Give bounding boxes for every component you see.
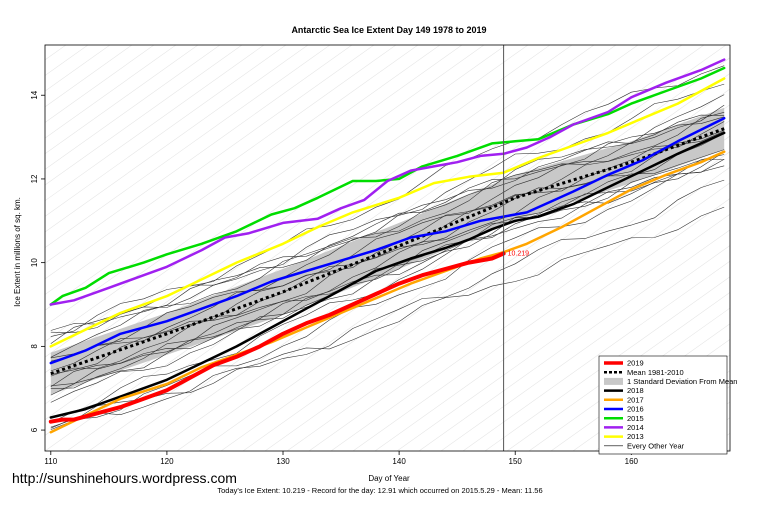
- grid-line: [0, 0, 263, 451]
- summary-text: Today's Ice Extent: 10.219 - Record for …: [217, 486, 543, 495]
- grid-line: [45, 45, 419, 311]
- y-tick-label: 6: [30, 427, 39, 432]
- chart-title: Antarctic Sea Ice Extent Day 149 1978 to…: [291, 25, 486, 35]
- grid-line: [572, 338, 730, 451]
- grid-line: [550, 323, 730, 451]
- grid-line: [506, 292, 730, 451]
- grid-line: [462, 260, 730, 451]
- other-year-line: [50, 159, 725, 389]
- legend-label: 2013: [627, 432, 644, 441]
- series-2017: [49, 150, 726, 434]
- x-tick-label: 120: [160, 457, 174, 466]
- plot-area: 10.219 110 120 130 140 150 160 6 8 10 12 14 2019Mean…: [0, 0, 760, 466]
- other-year-line: [50, 94, 725, 331]
- other-year-line: [50, 133, 725, 388]
- other-year-line: [50, 130, 725, 375]
- series-2019: [48, 251, 506, 424]
- legend-label: 2019: [627, 359, 644, 368]
- series-2015: [49, 66, 726, 306]
- x-tick-label: 160: [625, 457, 639, 466]
- other-year-line: [50, 65, 725, 337]
- other-year-line: [50, 121, 725, 372]
- grid-line: [749, 0, 760, 451]
- grid-line: [45, 45, 243, 186]
- grid-line: [45, 45, 485, 358]
- x-axis-label: Day of Year: [368, 474, 410, 483]
- grid-line: [45, 45, 353, 264]
- source-url: http://sunshinehours.wordpress.com: [12, 470, 237, 486]
- grid-line: [45, 45, 441, 327]
- grid-line: [45, 45, 331, 248]
- grid-line: [528, 307, 730, 451]
- y-axis-label: Ice Extent in millions of sq. km.: [13, 197, 22, 307]
- grid-line: [352, 182, 730, 451]
- legend-label: Mean 1981-2010: [627, 368, 684, 377]
- legend-label: 2017: [627, 395, 644, 404]
- legend-label: 2014: [627, 423, 644, 432]
- series-2013: [49, 77, 726, 348]
- grid-line: [45, 45, 199, 155]
- grid-line: [45, 45, 309, 233]
- x-tick-label: 130: [276, 457, 290, 466]
- grid-line: [66, 45, 639, 451]
- grid-line: [286, 135, 730, 451]
- grid-line: [308, 151, 730, 451]
- series-2014: [49, 58, 726, 306]
- series-2016: [49, 116, 726, 365]
- other-year-line: [50, 129, 725, 377]
- legend-label: 1 Standard Deviation From Mean: [627, 377, 737, 386]
- grid-line: [45, 45, 221, 170]
- grid-line: [440, 245, 730, 451]
- grid-line: [418, 229, 730, 451]
- mean-line: [50, 127, 725, 376]
- plot-frame: [44, 44, 731, 452]
- y-tick-label: 8: [30, 344, 39, 349]
- other-year-line: [50, 151, 725, 403]
- other-year-line: [50, 165, 725, 428]
- grid-line: [154, 45, 727, 451]
- x-tick-label: 110: [44, 457, 57, 466]
- grid-line: [396, 213, 730, 451]
- grid-line: [45, 45, 287, 217]
- grid-line: [45, 45, 265, 202]
- grid-line: [45, 45, 397, 295]
- grid-line: [45, 45, 463, 342]
- grid-line: [45, 45, 375, 280]
- grid-line: [132, 45, 705, 451]
- legend-label: 2018: [627, 386, 644, 395]
- other-year-line: [50, 149, 725, 396]
- x-tick-label: 140: [392, 457, 406, 466]
- other-year-line: [50, 206, 725, 430]
- x-tick-label: 150: [509, 457, 523, 466]
- legend-swatch: [604, 377, 623, 385]
- grid-line: [45, 45, 177, 139]
- other-year-line: [50, 112, 725, 362]
- other-year-line: [50, 179, 725, 429]
- grid-line: [330, 166, 730, 451]
- y-tick-label: 12: [30, 174, 39, 183]
- grid-line: [374, 198, 730, 451]
- legend-label: Every Other Year: [627, 441, 685, 450]
- legend-label: 2016: [627, 405, 644, 414]
- series-2018: [49, 131, 726, 419]
- other-year-line: [50, 104, 725, 344]
- grid-line: [0, 0, 175, 451]
- today-value-label: 10.219: [508, 250, 530, 257]
- y-tick-label: 14: [30, 90, 39, 99]
- grid-line: [176, 57, 730, 451]
- grid-line: [484, 276, 730, 451]
- std-band: [50, 107, 725, 395]
- other-year-line: [50, 114, 725, 359]
- legend-label: 2015: [627, 414, 644, 423]
- y-tick-label: 10: [30, 258, 39, 267]
